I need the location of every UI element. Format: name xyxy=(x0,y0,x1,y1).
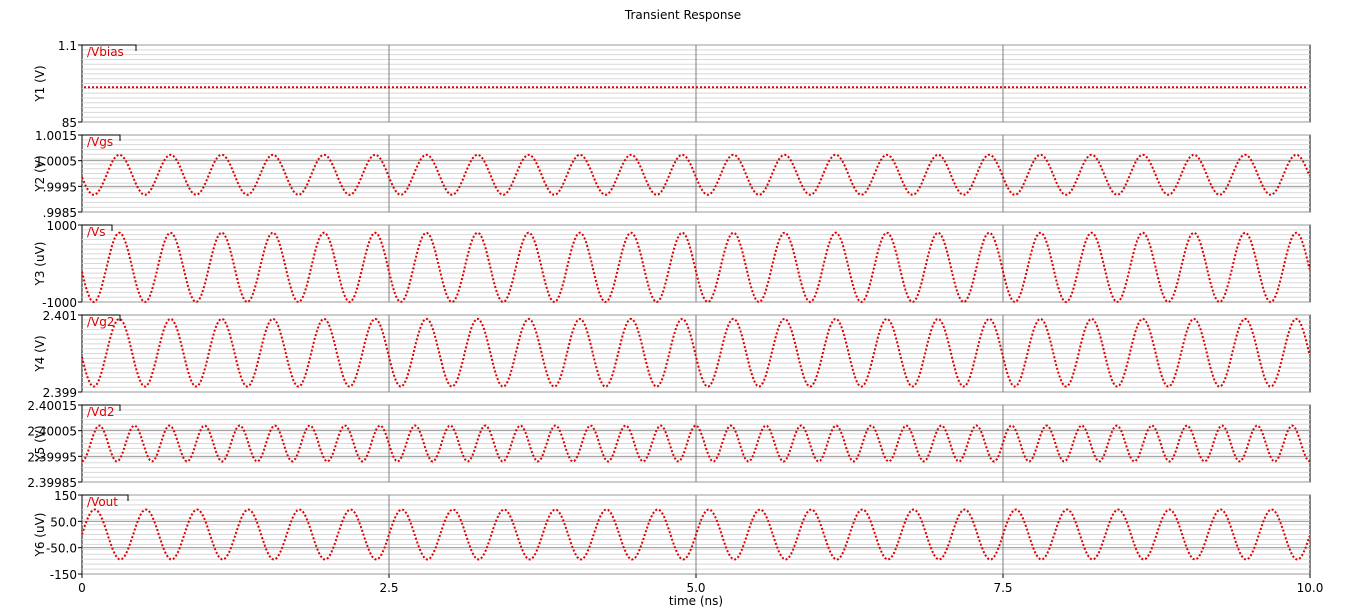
y-tick-label: 2.39985 xyxy=(27,476,77,490)
legend-entry: /Vg2 xyxy=(87,315,115,329)
y-tick-label: 2.399 xyxy=(43,386,77,400)
y-tick-label: 85 xyxy=(62,116,77,130)
series-line xyxy=(81,153,1311,196)
panel-4: 2.401 2.399 Y4 (V) /Vg2 xyxy=(33,309,1311,400)
panel-2: 1.0015 1.0005 .9995 .9985 Y2 (V) /Vgs xyxy=(33,129,1311,220)
chart-title: Transient Response xyxy=(624,8,741,22)
panels: 1.1 85 Y1 (V) /Vbias 1.0015 1.0005 .9995 .9985 Y… xyxy=(27,39,1311,582)
y-tick-label: -1000 xyxy=(42,296,77,310)
legend-entry: /Vout xyxy=(87,495,118,509)
panel-5: 2.40015 2.40005 2.39995 2.39985 Y5 (V) /Vd2 xyxy=(27,399,1311,490)
x-tick-label: 7.5 xyxy=(993,581,1012,595)
y-tick-label: 2.40015 xyxy=(27,399,77,413)
y-tick-label: .9995 xyxy=(43,180,77,194)
y-axis-label: Y2 (V) xyxy=(33,155,47,192)
y-axis-label: Y3 (uV) xyxy=(33,242,47,287)
x-tick-label: 0 xyxy=(78,581,86,595)
series-line xyxy=(81,508,1311,561)
x-axis-label: time (ns) xyxy=(669,594,723,608)
x-tick-label: 2.5 xyxy=(379,581,398,595)
legend-entry: /Vbias xyxy=(87,45,124,59)
panel-1: 1.1 85 Y1 (V) /Vbias xyxy=(33,39,1311,130)
y-tick-label: 1.1 xyxy=(58,39,77,53)
y-tick-label: 1.0015 xyxy=(35,129,77,143)
y-axis-label: Y5 (V) xyxy=(33,425,47,462)
y-tick-label: -50.0 xyxy=(46,542,77,556)
series-line xyxy=(81,231,1311,304)
y-tick-label: -150 xyxy=(50,568,77,582)
y-tick-label: 2.40005 xyxy=(27,425,77,439)
y-tick-label: 1000 xyxy=(46,219,77,233)
y-axis-label: Y1 (V) xyxy=(33,65,47,102)
x-tick-label: 5.0 xyxy=(686,581,705,595)
y-tick-label: 150 xyxy=(54,489,77,503)
y-tick-label: 1.0005 xyxy=(35,155,77,169)
legend-entry: /Vgs xyxy=(87,135,113,149)
y-tick-label: 50.0 xyxy=(50,515,77,529)
legend-entry: /Vs xyxy=(87,225,106,239)
y-tick-label: 2.401 xyxy=(43,309,77,323)
legend-tab xyxy=(81,404,121,417)
x-axis: 0 2.5 5.0 7.5 10.0 xyxy=(78,574,1323,595)
legend-tab xyxy=(81,224,113,237)
y-axis-label: Y6 (uV) xyxy=(33,513,47,558)
y-axis-label: Y4 (V) xyxy=(33,335,47,372)
legend-tab xyxy=(81,134,121,147)
legend-entry: /Vd2 xyxy=(87,405,115,419)
legend-tab xyxy=(81,44,137,57)
series-line xyxy=(81,317,1311,388)
y-tick-label: .9985 xyxy=(43,206,77,220)
legend-tab xyxy=(81,494,129,507)
panel-3: 1000 -1000 Y3 (uV) /Vs xyxy=(33,219,1311,310)
legend-tab xyxy=(81,314,121,327)
y-tick-label: 2.39995 xyxy=(27,450,77,464)
x-tick-label: 10.0 xyxy=(1297,581,1324,595)
